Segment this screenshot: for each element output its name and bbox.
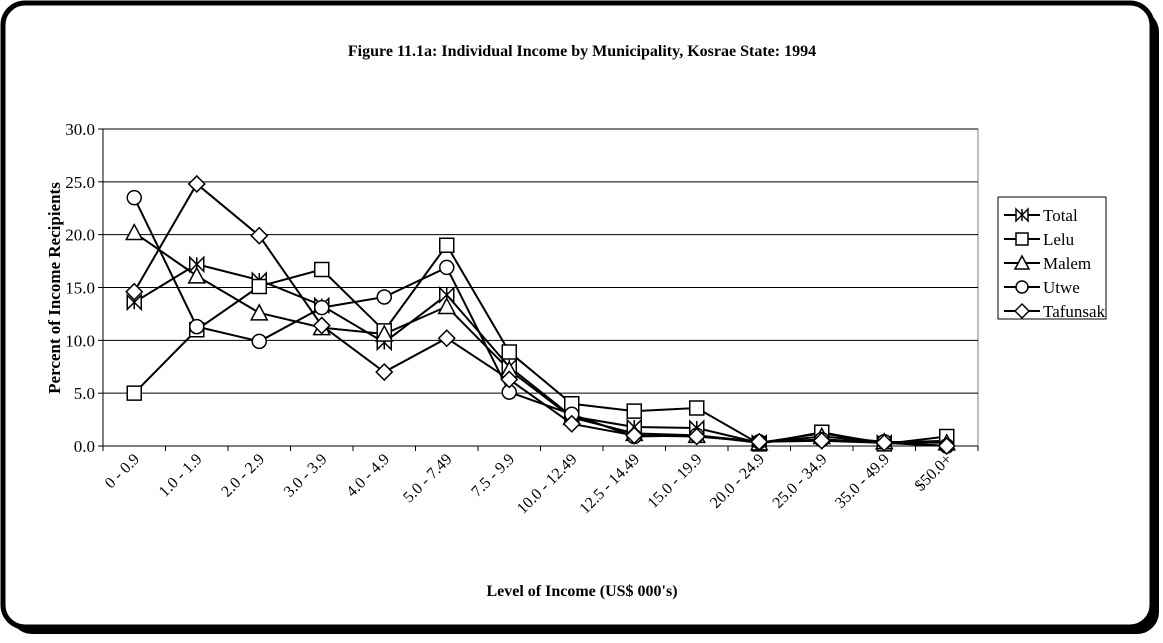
marker	[1015, 207, 1029, 223]
marker	[314, 299, 330, 316]
marker	[250, 303, 269, 321]
marker	[1015, 232, 1029, 246]
series-line	[133, 182, 947, 447]
y-tick-label: 10.0	[65, 331, 95, 350]
x-axis-title: Level of Income (US$ 000's)	[486, 583, 677, 600]
marker	[439, 259, 455, 276]
marker	[126, 189, 142, 206]
marker	[314, 261, 330, 278]
y-tick-label: 20.0	[65, 226, 95, 245]
legend-label: Total	[1043, 206, 1078, 225]
marker	[439, 237, 455, 253]
marker	[251, 333, 267, 350]
marker	[687, 427, 706, 446]
series-line	[133, 243, 947, 445]
marker	[375, 362, 394, 382]
marker	[250, 226, 269, 245]
marker	[937, 436, 956, 456]
marker	[1013, 254, 1031, 270]
legend-label: Tafunsak	[1043, 302, 1106, 321]
y-tick-label: 5.0	[74, 384, 95, 403]
marker	[187, 266, 206, 284]
marker	[501, 344, 517, 360]
marker	[626, 403, 642, 419]
marker	[1015, 280, 1029, 294]
y-tick-label: 30.0	[65, 120, 95, 139]
legend-label: Lelu	[1043, 230, 1075, 249]
marker	[189, 318, 205, 335]
legend-label: Malem	[1043, 254, 1091, 273]
marker	[625, 426, 644, 445]
marker	[1013, 302, 1031, 320]
marker	[375, 324, 394, 342]
marker	[437, 296, 456, 315]
legend-label: Utwe	[1043, 278, 1080, 297]
marker	[126, 385, 142, 401]
marker	[564, 395, 580, 412]
marker	[376, 289, 392, 305]
y-tick-label: 25.0	[65, 173, 95, 192]
marker	[125, 222, 144, 241]
marker	[251, 278, 267, 295]
marker	[125, 282, 144, 301]
chart-title: Figure 11.1a: Individual Income by Munic…	[348, 43, 816, 60]
marker	[562, 414, 581, 433]
marker	[812, 431, 831, 450]
marker	[437, 329, 456, 348]
marker	[312, 316, 331, 335]
series-line	[133, 231, 947, 444]
y-tick-label: 0.0	[74, 437, 95, 456]
marker	[875, 433, 894, 452]
y-tick-label: 15.0	[65, 279, 95, 298]
marker	[689, 400, 705, 416]
marker	[750, 432, 769, 451]
marker	[500, 370, 519, 389]
y-axis-title: Percent of Income Recipients	[45, 182, 64, 394]
marker	[187, 174, 206, 194]
